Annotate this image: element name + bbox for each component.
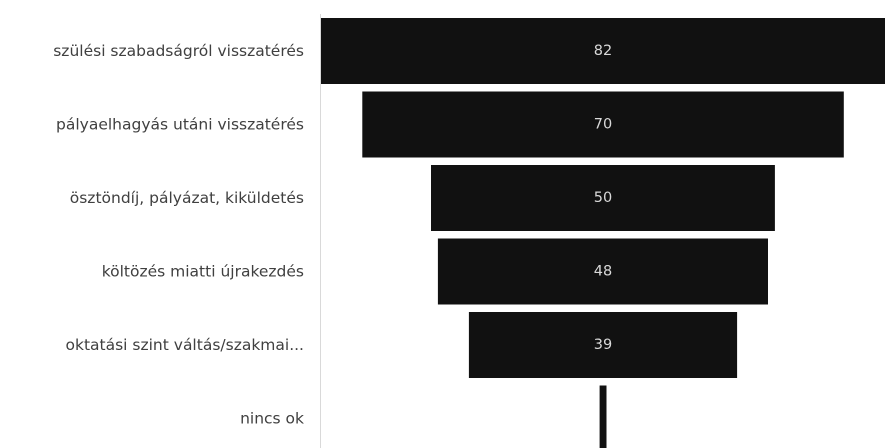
value-label: 50 — [594, 190, 612, 206]
value-label: 70 — [594, 117, 612, 133]
bars-layer — [321, 18, 885, 448]
value-label: 82 — [594, 43, 612, 59]
category-label: ösztöndíj, pályázat, kiküldetés — [70, 189, 304, 207]
category-labels: szülési szabadságról visszatérés pályaelh… — [53, 42, 304, 428]
category-label: pályaelhagyás utáni visszatérés — [56, 116, 304, 134]
funnel-bar — [431, 165, 775, 231]
category-label: szülési szabadságról visszatérés — [53, 42, 304, 60]
value-label: 48 — [594, 264, 612, 280]
category-label: oktatási szint váltás/szakmai... — [66, 336, 305, 354]
category-label: költözés miatti újrakezdés — [102, 263, 304, 281]
funnel-bar — [599, 385, 607, 448]
funnel-bar — [321, 18, 885, 84]
category-label: nincs ok — [240, 410, 304, 428]
funnel-bar — [468, 312, 738, 378]
funnel-bar — [362, 91, 844, 158]
value-label: 39 — [594, 337, 612, 353]
value-labels: 82 70 50 48 39 — [594, 43, 612, 353]
funnel-bar — [437, 238, 768, 305]
